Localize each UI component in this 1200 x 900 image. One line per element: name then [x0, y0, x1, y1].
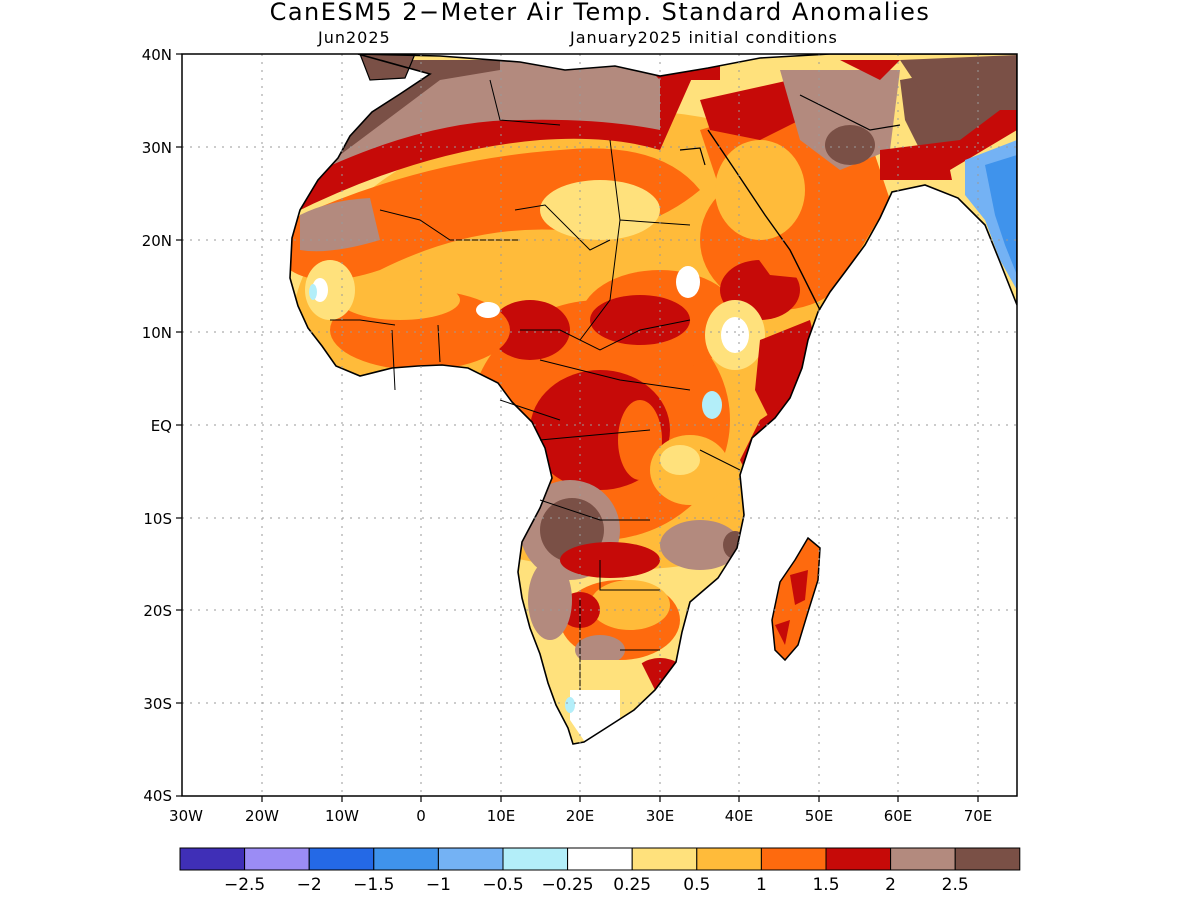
colorbar-swatch — [437, 847, 504, 871]
colorbar-label: 0.25 — [613, 875, 651, 895]
lon-axis — [261, 796, 979, 802]
lon-label-20w: 20W — [245, 807, 279, 825]
lat-label-20n: 20N — [142, 232, 172, 250]
initial-conditions: January2025 initial conditions — [570, 28, 838, 47]
colorbar-label: −0.25 — [542, 875, 594, 895]
colorbar-swatch — [567, 847, 633, 871]
lon-label-30w: 30W — [169, 807, 203, 825]
colorbar: −2.5 −2 −1.5 −1 −0.5 −0.25 0.25 0.5 1 1.5 2 2.5 — [179, 847, 1021, 895]
colorbar-swatch — [696, 847, 762, 871]
colorbar-swatch — [890, 847, 956, 871]
colorbar-swatch — [179, 847, 246, 871]
lon-label-60e: 60E — [884, 807, 913, 825]
colorbar-label: −2.5 — [224, 875, 265, 895]
colorbar-swatch — [502, 847, 569, 871]
lat-label-eq: EQ — [151, 417, 172, 435]
lon-label-10w: 10W — [325, 807, 359, 825]
lat-label-10s: 10S — [143, 510, 172, 528]
lat-label-10n: 10N — [142, 324, 172, 342]
lat-label-40n: 40N — [142, 46, 172, 64]
colorbar-label: 1 — [756, 875, 767, 895]
lat-label-40s: 40S — [143, 787, 172, 805]
lat-label-30s: 30S — [143, 695, 172, 713]
lon-label-10e: 10E — [487, 807, 516, 825]
lat-label-30n: 30N — [142, 139, 172, 157]
colorbar-label: 2.5 — [942, 875, 969, 895]
lon-label-30e: 30E — [646, 807, 675, 825]
colorbar-label: −2 — [297, 875, 322, 895]
colorbar-swatch — [244, 847, 310, 871]
colorbar-swatch — [308, 847, 375, 871]
colorbar-swatch — [373, 847, 439, 871]
colorbar-label: −0.5 — [482, 875, 523, 895]
colorbar-label: −1.5 — [353, 875, 394, 895]
lon-label-20e: 20E — [566, 807, 595, 825]
colorbar-swatch — [825, 847, 892, 871]
colorbar-label: 0.5 — [683, 875, 710, 895]
colorbar-swatch — [954, 847, 1021, 871]
colorbar-label: 2 — [885, 875, 896, 895]
colorbar-swatch — [760, 847, 827, 871]
lon-label-40e: 40E — [725, 807, 754, 825]
forecast-month: Jun2025 — [318, 28, 391, 47]
lon-label-50e: 50E — [805, 807, 834, 825]
coastlines — [289, 54, 1017, 745]
lat-label-20s: 20S — [143, 602, 172, 620]
lat-axis — [176, 53, 182, 797]
colorbar-swatch — [631, 847, 698, 871]
lon-label-70e: 70E — [964, 807, 993, 825]
graticule — [182, 54, 1017, 796]
map-title: CanESM5 2−Meter Air Temp. Standard Anoma… — [269, 0, 931, 26]
colorbar-label: 1.5 — [812, 875, 839, 895]
colorbar-label: −1 — [426, 875, 451, 895]
lon-label-0: 0 — [416, 807, 426, 825]
